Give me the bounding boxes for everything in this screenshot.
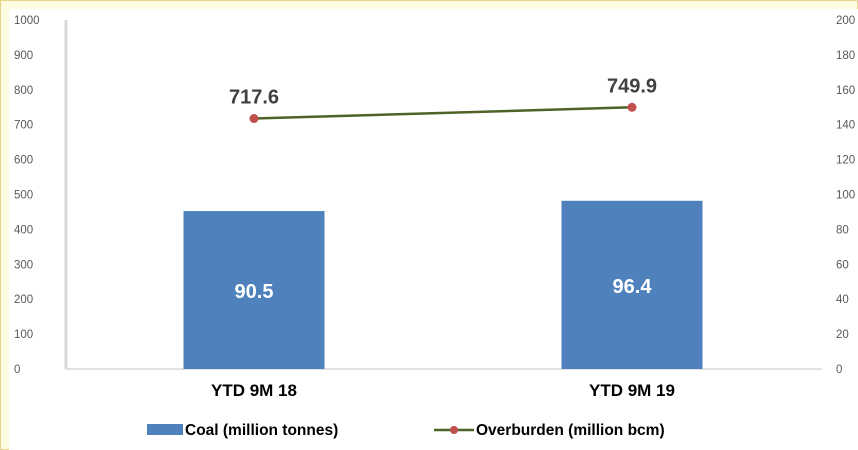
right-axis-tick-label: 0 [836, 364, 842, 376]
right-axis-tick-label: 180 [836, 50, 855, 62]
left-axis-tick-label: 800 [14, 85, 33, 97]
left-axis-tick-label: 300 [14, 259, 33, 271]
overburden-marker [627, 102, 637, 112]
coal-data-label: 90.5 [235, 281, 274, 303]
legend-overburden-marker [450, 426, 458, 434]
legend-coal-swatch [147, 424, 183, 435]
right-axis-tick-label: 40 [836, 294, 849, 306]
legend-overburden-label: Overburden (million bcm) [476, 422, 665, 439]
overburden-data-label: 717.6 [229, 87, 279, 109]
left-axis-tick-label: 200 [14, 294, 33, 306]
left-axis-tick-label: 900 [14, 50, 33, 62]
left-axis-tick-label: 400 [14, 224, 33, 236]
coal-data-label: 96.4 [613, 276, 653, 298]
right-axis-tick-label: 120 [836, 155, 855, 167]
right-axis-tick-label: 20 [836, 329, 849, 341]
left-axis-tick-label: 0 [14, 364, 20, 376]
left-axis-tick-label: 700 [14, 120, 33, 132]
x-axis-category-label: YTD 9M 19 [589, 381, 675, 400]
coal-bar [561, 200, 703, 369]
right-axis-tick-label: 200 [836, 15, 855, 27]
overburden-data-label: 749.9 [607, 75, 657, 97]
right-axis-tick-label: 60 [836, 259, 849, 271]
x-axis-category-label: YTD 9M 18 [211, 381, 297, 400]
right-axis-tick-label: 80 [836, 224, 849, 236]
left-axis-tick-label: 600 [14, 155, 33, 167]
left-axis-tick-label: 500 [14, 190, 33, 202]
left-axis-tick-label: 1000 [14, 15, 40, 27]
left-axis-tick-label: 100 [14, 329, 33, 341]
overburden-marker [249, 114, 259, 124]
overburden-line [253, 106, 633, 120]
legend-coal-label: Coal (million tonnes) [185, 422, 338, 439]
right-axis-tick-label: 140 [836, 120, 855, 132]
right-axis-tick-label: 100 [836, 190, 855, 202]
coal-bar [183, 211, 325, 369]
right-axis-tick-label: 160 [836, 85, 855, 97]
chart-panel [9, 9, 858, 450]
